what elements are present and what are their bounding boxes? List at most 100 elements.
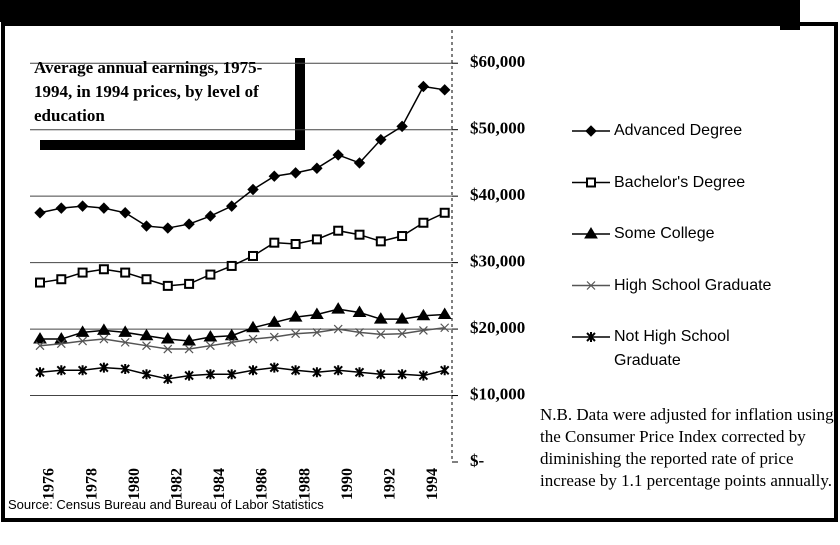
marker bbox=[205, 269, 216, 280]
marker bbox=[246, 320, 260, 333]
marker bbox=[439, 365, 450, 376]
marker bbox=[35, 277, 45, 288]
legend-label: Some College bbox=[614, 225, 715, 242]
marker bbox=[35, 367, 45, 378]
legend-label: Advanced Degree bbox=[614, 122, 743, 139]
legend-marker bbox=[584, 227, 598, 239]
legend-marker bbox=[586, 177, 596, 188]
marker bbox=[182, 334, 196, 346]
marker bbox=[226, 369, 237, 380]
y-tick-label: $- bbox=[470, 451, 485, 470]
marker bbox=[269, 362, 280, 373]
marker bbox=[205, 369, 216, 380]
y-tick-label: $10,000 bbox=[470, 384, 525, 403]
marker bbox=[119, 207, 131, 219]
y-tick-label: $40,000 bbox=[470, 185, 525, 204]
marker bbox=[34, 207, 46, 219]
marker bbox=[437, 307, 452, 319]
marker bbox=[141, 369, 152, 380]
marker bbox=[354, 229, 365, 240]
marker bbox=[269, 237, 280, 248]
marker bbox=[205, 341, 215, 351]
series-line bbox=[39, 366, 445, 380]
y-tick-label: $60,000 bbox=[470, 52, 525, 71]
marker bbox=[418, 217, 429, 228]
marker bbox=[312, 327, 322, 337]
marker bbox=[56, 274, 67, 285]
marker bbox=[331, 302, 346, 314]
marker bbox=[56, 339, 66, 349]
marker bbox=[55, 202, 68, 214]
marker bbox=[227, 337, 237, 347]
marker bbox=[290, 365, 301, 376]
marker bbox=[397, 231, 408, 242]
frame bbox=[1, 22, 838, 522]
marker bbox=[289, 167, 302, 179]
y-tick-label: $50,000 bbox=[470, 119, 525, 138]
marker bbox=[397, 369, 407, 380]
marker bbox=[352, 305, 367, 317]
marker bbox=[440, 323, 450, 333]
marker bbox=[311, 234, 322, 245]
marker bbox=[99, 334, 109, 344]
marker bbox=[98, 264, 109, 275]
marker bbox=[333, 365, 343, 376]
marker bbox=[162, 222, 174, 234]
marker bbox=[163, 344, 173, 354]
marker bbox=[118, 325, 133, 337]
marker bbox=[77, 267, 88, 278]
marker bbox=[139, 328, 154, 341]
marker bbox=[226, 260, 237, 271]
note: N.B. Data were adjusted for inflation us… bbox=[540, 405, 834, 490]
marker bbox=[438, 84, 451, 96]
marker bbox=[417, 80, 430, 93]
marker bbox=[224, 328, 239, 341]
marker bbox=[160, 332, 175, 344]
marker bbox=[311, 162, 323, 174]
marker bbox=[35, 341, 45, 351]
marker bbox=[56, 365, 67, 376]
marker bbox=[97, 323, 111, 335]
marker bbox=[120, 363, 130, 374]
marker bbox=[162, 280, 173, 291]
marker bbox=[247, 183, 259, 196]
legend-label: Not High School Graduate bbox=[614, 328, 730, 369]
marker bbox=[141, 274, 152, 285]
legend-marker bbox=[586, 281, 596, 290]
marker bbox=[183, 218, 195, 230]
chart-title: Average annual earnings, 1975-1994, in 1… bbox=[34, 58, 263, 125]
marker bbox=[99, 362, 109, 373]
marker bbox=[184, 278, 195, 289]
marker bbox=[184, 344, 194, 354]
marker bbox=[397, 329, 407, 339]
marker bbox=[418, 325, 428, 335]
x-tick-label: 1984 bbox=[211, 468, 228, 500]
marker bbox=[248, 250, 258, 261]
legend-marker bbox=[585, 125, 597, 137]
marker bbox=[204, 210, 217, 222]
marker bbox=[333, 324, 343, 334]
marker bbox=[416, 308, 431, 321]
legend-label: High School Graduate bbox=[614, 276, 772, 294]
marker bbox=[290, 239, 301, 250]
marker bbox=[184, 370, 194, 381]
marker bbox=[375, 236, 386, 247]
x-tick-label: 1992 bbox=[381, 468, 398, 500]
marker bbox=[225, 200, 238, 212]
marker bbox=[376, 369, 386, 380]
marker bbox=[75, 325, 90, 337]
marker bbox=[375, 133, 387, 146]
y-tick-label: $30,000 bbox=[470, 252, 525, 271]
marker bbox=[291, 329, 301, 339]
marker bbox=[248, 334, 258, 344]
marker bbox=[203, 330, 218, 342]
marker bbox=[373, 312, 388, 324]
source: Source: Census Bureau and Bureau of Labo… bbox=[8, 497, 324, 512]
marker bbox=[140, 220, 153, 232]
marker bbox=[163, 373, 173, 384]
marker bbox=[269, 332, 279, 342]
marker bbox=[376, 329, 386, 339]
marker bbox=[268, 170, 281, 182]
